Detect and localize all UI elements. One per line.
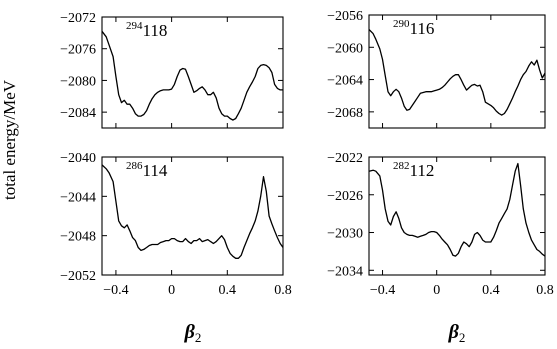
panel-2-nucleus-label: 290116 — [393, 18, 434, 38]
panel-4-x-tick-label: −0.4 — [370, 283, 395, 298]
panel-3-y-tick-label: −2048 — [60, 230, 96, 245]
panel-2-energy-curve — [368, 29, 546, 116]
panel-3-energy-curve — [101, 164, 284, 259]
panel-3-y-tick-label: −2044 — [60, 190, 96, 205]
panel-4-y-tick-label: −2030 — [327, 227, 363, 242]
mass-number: 294 — [126, 20, 143, 32]
element-number: 118 — [143, 21, 168, 40]
panel-3-x-tick-label: 0.8 — [274, 283, 292, 298]
mass-number: 286 — [126, 160, 143, 172]
panel-2-y-tick-label: −2064 — [327, 74, 363, 89]
panel-2-y-tick-label: −2068 — [327, 106, 363, 121]
panels-container: −2084 −2080 −2076 −2072 294118 −2068 −2064 −206… — [60, 9, 554, 298]
panel-3-x-tick-label: 0.4 — [219, 283, 237, 298]
panel-4-y-tick-label: −2022 — [327, 151, 363, 166]
panel-1-y-tick-label: −2072 — [60, 11, 96, 26]
element-number: 114 — [143, 161, 168, 180]
panel-4-frame — [368, 156, 546, 276]
element-number: 112 — [410, 161, 435, 180]
panel-1-frame — [101, 16, 284, 129]
panel-3-frame — [101, 156, 284, 276]
x-axis-subscript: 2 — [195, 330, 202, 345]
mass-number: 282 — [393, 160, 410, 172]
x-axis-subscript: 2 — [459, 330, 466, 345]
x-axis-label: β2 — [448, 321, 466, 345]
panel-1-nucleus-label: 294118 — [126, 20, 167, 40]
panel-4-energy-curve — [368, 162, 546, 257]
panel-4-x-tick-label: 0.4 — [482, 283, 500, 298]
mass-number: 290 — [393, 18, 410, 30]
panel-4-nucleus-label: 282112 — [393, 160, 434, 180]
panel-4-y-tick-label: −2026 — [327, 189, 363, 204]
panel-3-y-tick-label: −2052 — [60, 269, 96, 284]
panel-2-y-tick-label: −2056 — [327, 9, 363, 24]
panel-1-y-tick-label: −2084 — [60, 106, 96, 121]
panel-1-energy-curve — [101, 30, 283, 121]
y-axis-label: total energy/MeV — [0, 79, 19, 200]
panel-3-nucleus-label: 286114 — [126, 160, 168, 180]
panel-3-y-tick-label: −2040 — [60, 151, 96, 166]
panel-1-y-tick-label: −2076 — [60, 43, 96, 58]
panel-2-y-tick-label: −2060 — [327, 41, 363, 56]
panel-4-y-tick-label: −2034 — [327, 264, 363, 279]
panel-1-y-tick-label: −2080 — [60, 74, 96, 89]
panel-4-x-tick-label: 0 — [433, 283, 440, 298]
panel-3-x-tick-label: −0.4 — [103, 283, 128, 298]
panel-3-x-tick-label: 0 — [168, 283, 175, 298]
x-axis-label: β2 — [184, 321, 202, 345]
panel-4-x-tick-label: 0.8 — [536, 283, 554, 298]
panel-2-frame — [368, 14, 546, 129]
element-number: 116 — [410, 19, 435, 38]
